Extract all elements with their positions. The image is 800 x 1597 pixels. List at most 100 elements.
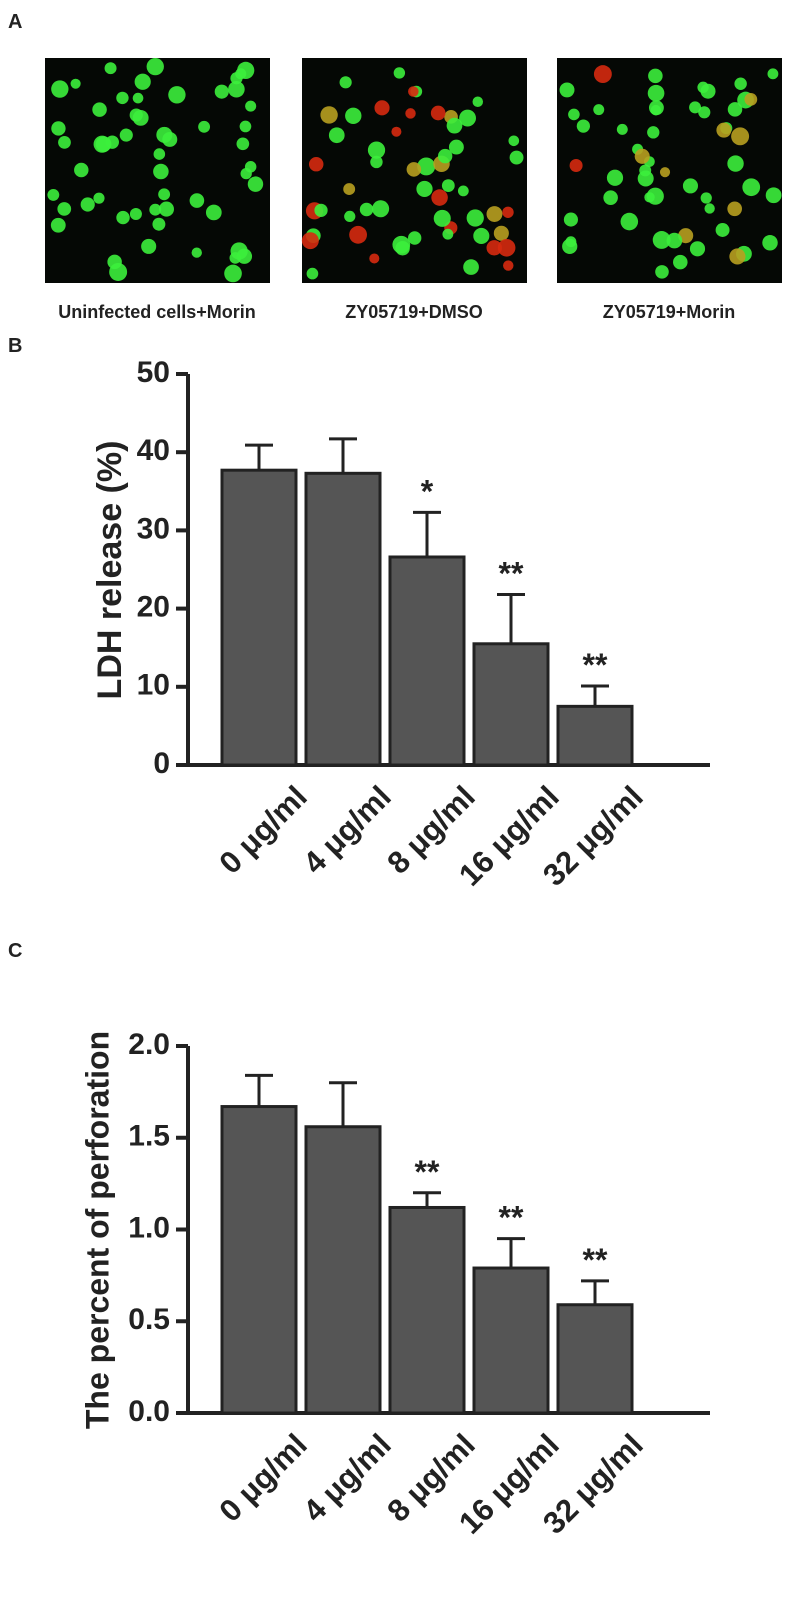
panel-label: C — [8, 940, 22, 962]
cell — [406, 162, 422, 177]
bar — [304, 1125, 382, 1415]
cell — [306, 267, 319, 280]
cell — [93, 192, 105, 204]
image-caption: ZY05719+Morin — [603, 302, 736, 322]
significance: ** — [499, 1200, 524, 1236]
cell — [576, 119, 590, 133]
cell — [731, 127, 750, 146]
image-caption: Uninfected cells+Morin — [58, 302, 256, 322]
cell — [509, 150, 524, 165]
cell — [727, 201, 743, 217]
cell — [466, 209, 484, 227]
y-tick-label: 20 — [137, 591, 170, 624]
cell — [647, 84, 665, 102]
cell — [158, 188, 171, 201]
cell — [92, 102, 107, 117]
image-caption: ZY05719+DMSO — [345, 302, 483, 322]
cell — [214, 84, 229, 99]
cell — [734, 77, 747, 91]
y-tick-label: 0.5 — [128, 1303, 170, 1336]
cell — [407, 231, 422, 245]
cell — [129, 208, 142, 221]
cell — [93, 135, 111, 153]
cell — [149, 203, 162, 216]
cell — [508, 135, 520, 147]
cell — [236, 248, 253, 264]
cell — [486, 206, 503, 223]
bar — [472, 642, 550, 767]
cell — [408, 86, 419, 97]
cell — [141, 238, 157, 254]
cell — [762, 235, 778, 251]
bar — [388, 555, 466, 767]
panel-label: B — [8, 335, 22, 357]
cell — [652, 231, 671, 249]
cell — [689, 101, 702, 114]
cell — [158, 201, 174, 217]
significance: ** — [415, 1154, 440, 1190]
cell — [236, 137, 250, 151]
significance: ** — [583, 647, 608, 683]
cell — [682, 178, 698, 194]
cell — [244, 161, 257, 173]
cell — [767, 68, 779, 80]
cell — [129, 108, 143, 122]
cell — [634, 148, 650, 164]
cell — [224, 264, 242, 283]
cell — [716, 122, 732, 138]
y-tick-label: 30 — [137, 512, 170, 545]
cell — [493, 225, 509, 241]
cell — [239, 120, 252, 133]
cell — [639, 164, 652, 177]
x-tick-label: 0 μg/ml — [212, 1427, 314, 1529]
cell — [51, 80, 69, 98]
significance: * — [421, 473, 434, 509]
cell — [446, 117, 463, 134]
cell — [727, 155, 744, 172]
cell — [153, 148, 166, 160]
y-axis-label: The percent of perforation — [79, 1031, 115, 1429]
y-tick-label: 1.5 — [128, 1120, 170, 1153]
cell — [565, 236, 577, 248]
cell — [437, 148, 453, 164]
cell — [704, 203, 715, 214]
cell — [104, 62, 117, 75]
cell — [729, 248, 746, 265]
cell — [603, 190, 618, 205]
cell — [109, 262, 128, 281]
bar — [556, 704, 634, 767]
cell — [606, 169, 624, 186]
significance: ** — [499, 556, 524, 592]
cell — [51, 121, 66, 136]
bar — [304, 471, 382, 767]
bar — [388, 1205, 466, 1415]
cell — [370, 155, 383, 169]
cell — [301, 232, 319, 250]
cell — [328, 127, 345, 144]
cell — [405, 108, 416, 119]
cell — [339, 76, 352, 89]
cell — [742, 178, 761, 197]
cell — [198, 120, 211, 133]
cell — [473, 227, 490, 244]
cell — [50, 217, 66, 233]
cell — [228, 80, 245, 98]
y-tick-label: 0 — [153, 747, 170, 780]
cell — [430, 105, 446, 121]
y-tick-label: 1.0 — [128, 1211, 170, 1244]
cell — [343, 183, 356, 196]
x-tick-label: 4 μg/ml — [296, 779, 398, 881]
cell — [463, 259, 479, 275]
cell — [345, 107, 362, 124]
cell — [698, 106, 711, 119]
cell — [502, 206, 514, 218]
cell — [689, 241, 706, 257]
cell — [372, 200, 390, 218]
cell — [459, 109, 476, 127]
cell — [344, 210, 356, 223]
cell — [650, 104, 662, 116]
x-tick-label: 4 μg/ml — [296, 1427, 398, 1529]
bar — [220, 1105, 298, 1415]
cell — [116, 210, 130, 225]
